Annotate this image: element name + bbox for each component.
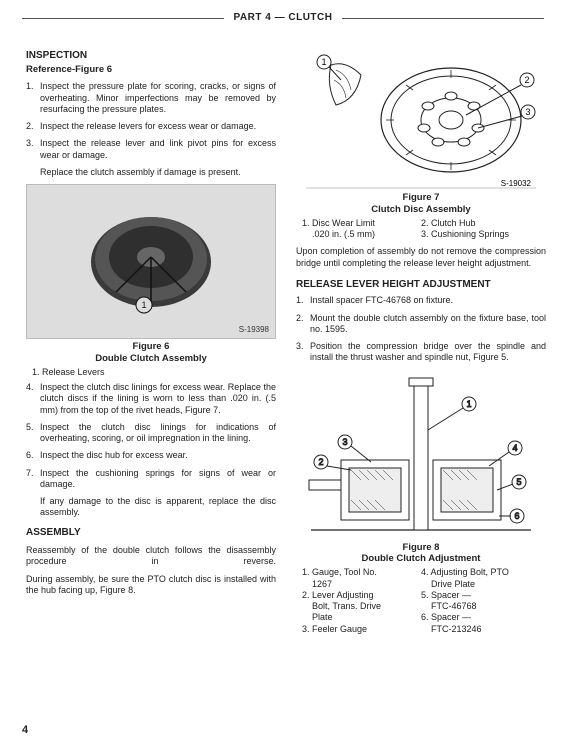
- assembly-p2: During assembly, be sure the PTO clutch …: [26, 574, 276, 597]
- step-num: 2.: [296, 313, 310, 336]
- inspection-list-b: 4.Inspect the clutch disc linings for ex…: [26, 382, 276, 490]
- step-text: Install spacer FTC-46768 on fixture.: [310, 295, 546, 306]
- figure-8-title: Double Clutch Adjustment: [296, 553, 546, 565]
- step-text: Inspect the release levers for excess we…: [40, 121, 276, 132]
- step-num: 6.: [26, 450, 40, 461]
- legend-item: 3. Cushioning Springs: [421, 229, 540, 240]
- assembly-heading: ASSEMBLY: [26, 527, 276, 540]
- svg-text:1: 1: [321, 57, 326, 67]
- step-num: 1.: [296, 295, 310, 306]
- step-num: 2.: [26, 121, 40, 132]
- legend-item: Bolt, Trans. Drive: [302, 601, 421, 612]
- damage-note: If any damage to the disc is apparent, r…: [26, 496, 276, 519]
- release-lever-steps: 1.Install spacer FTC-46768 on fixture. 2…: [296, 295, 546, 363]
- step-num: 5.: [26, 422, 40, 445]
- figure-7-number: Figure 7: [296, 192, 546, 204]
- figure-6-title: Double Clutch Assembly: [26, 353, 276, 365]
- legend-item: 6. Spacer —: [421, 612, 540, 623]
- inspection-list-a: 1.Inspect the pressure plate for scoring…: [26, 81, 276, 161]
- step-num: 3.: [296, 341, 310, 364]
- upon-completion-note: Upon completion of assembly do not remov…: [296, 246, 546, 269]
- svg-text:2: 2: [318, 457, 323, 467]
- figure-7-image: 1 2 3 S-: [306, 50, 536, 190]
- figure-6-number: Figure 6: [26, 341, 276, 353]
- legend-item: FTC-213246: [421, 624, 540, 635]
- svg-text:1: 1: [141, 300, 146, 310]
- svg-text:4: 4: [512, 443, 517, 453]
- svg-text:S-19032: S-19032: [501, 179, 532, 188]
- inspection-heading: INSPECTION: [26, 50, 276, 63]
- release-lever-heading: RELEASE LEVER HEIGHT ADJUSTMENT: [296, 279, 546, 292]
- step-text: Position the compression bridge over the…: [310, 341, 546, 364]
- legend-item: Plate: [302, 612, 421, 623]
- legend-item: 1. Disc Wear Limit: [302, 218, 421, 229]
- figure-7-title: Clutch Disc Assembly: [296, 204, 546, 216]
- figure-6-legend: 1. Release Levers: [26, 367, 276, 378]
- svg-text:5: 5: [516, 477, 521, 487]
- step-text: Inspect the cushioning springs for signs…: [40, 468, 276, 491]
- svg-text:3: 3: [342, 437, 347, 447]
- legend-item: 2. Clutch Hub: [421, 218, 540, 229]
- replace-note: Replace the clutch assembly if damage is…: [26, 167, 276, 178]
- step-text: Inspect the release lever and link pivot…: [40, 138, 276, 161]
- figure-6-image: 1 S-19398: [26, 184, 276, 339]
- legend-item: 4. Adjusting Bolt, PTO: [421, 567, 540, 578]
- step-num: 1.: [26, 81, 40, 115]
- clutch-assembly-icon: 1: [76, 197, 226, 327]
- svg-text:1: 1: [466, 399, 471, 409]
- step-text: Mount the double clutch assembly on the …: [310, 313, 546, 336]
- legend-item: .020 in. (.5 mm): [302, 229, 421, 240]
- step-text: Inspect the pressure plate for scoring, …: [40, 81, 276, 115]
- step-text: Inspect the clutch disc linings for indi…: [40, 422, 276, 445]
- assembly-p1: Reassembly of the double clutch follows …: [26, 545, 276, 568]
- figure-6-tag: S-19398: [237, 325, 271, 335]
- page-number: 4: [22, 724, 28, 738]
- legend-item: 3. Feeler Gauge: [302, 624, 421, 635]
- legend-item: Drive Plate: [421, 579, 540, 590]
- svg-text:2: 2: [524, 75, 529, 85]
- right-column: 1 2 3 S-: [296, 50, 546, 641]
- legend-item: 1. Gauge, Tool No.: [302, 567, 421, 578]
- svg-text:6: 6: [514, 511, 519, 521]
- step-num: 7.: [26, 468, 40, 491]
- step-num: 4.: [26, 382, 40, 416]
- header-title: PART 4 — CLUTCH: [0, 12, 566, 25]
- step-text: Inspect the clutch disc linings for exce…: [40, 382, 276, 416]
- left-column: INSPECTION Reference-Figure 6 1.Inspect …: [26, 50, 276, 602]
- figure-7-legend: 1. Disc Wear Limit .020 in. (.5 mm) 2. C…: [296, 218, 546, 241]
- legend-item: FTC-46768: [421, 601, 540, 612]
- legend-item: 5. Spacer —: [421, 590, 540, 601]
- legend-item: 2. Lever Adjusting: [302, 590, 421, 601]
- figure-8-legend: 1. Gauge, Tool No. 1267 2. Lever Adjusti…: [296, 567, 546, 635]
- figure-8-number: Figure 8: [296, 542, 546, 554]
- inspection-reference: Reference-Figure 6: [26, 64, 276, 76]
- step-text: Inspect the disc hub for excess wear.: [40, 450, 276, 461]
- legend-item: 1267: [302, 579, 421, 590]
- svg-text:3: 3: [525, 107, 530, 117]
- figure-8-image: 1 2 3 4 5 6: [301, 370, 541, 540]
- step-num: 3.: [26, 138, 40, 161]
